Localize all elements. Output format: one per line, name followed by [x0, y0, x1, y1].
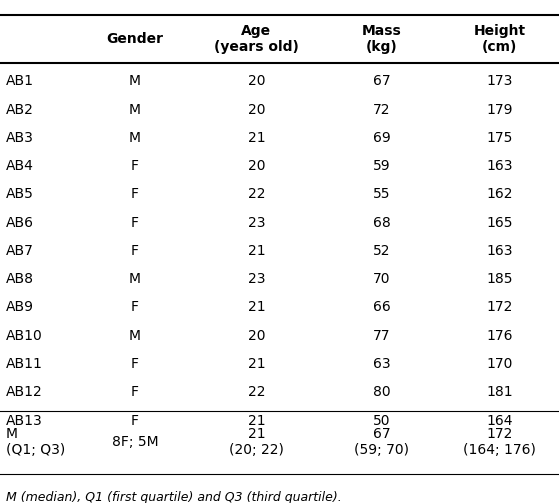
Text: 164: 164	[486, 413, 513, 428]
Text: Mass
(kg): Mass (kg)	[362, 24, 401, 54]
Text: M: M	[129, 272, 141, 286]
Text: 172: 172	[487, 300, 513, 314]
Text: 22: 22	[248, 188, 265, 201]
Text: AB7: AB7	[6, 244, 34, 258]
Text: M: M	[129, 131, 141, 145]
Text: 23: 23	[248, 216, 265, 230]
Text: 20: 20	[248, 329, 265, 343]
Text: M
(Q1; Q3): M (Q1; Q3)	[6, 427, 65, 457]
Text: AB6: AB6	[6, 216, 34, 230]
Text: M (median), Q1 (first quartile) and Q3 (third quartile).: M (median), Q1 (first quartile) and Q3 (…	[6, 491, 342, 503]
Text: AB4: AB4	[6, 159, 34, 173]
Text: M: M	[129, 329, 141, 343]
Text: 67: 67	[373, 74, 390, 89]
Text: 59: 59	[373, 159, 390, 173]
Text: 20: 20	[248, 103, 265, 117]
Text: F: F	[131, 159, 139, 173]
Text: M: M	[129, 103, 141, 117]
Text: 69: 69	[372, 131, 390, 145]
Text: AB1: AB1	[6, 74, 34, 89]
Text: 67
(59; 70): 67 (59; 70)	[354, 427, 409, 457]
Text: AB10: AB10	[6, 329, 42, 343]
Text: F: F	[131, 413, 139, 428]
Text: 163: 163	[486, 244, 513, 258]
Text: 68: 68	[372, 216, 390, 230]
Text: AB9: AB9	[6, 300, 34, 314]
Text: M: M	[129, 74, 141, 89]
Text: 162: 162	[486, 188, 513, 201]
Text: 8F; 5M: 8F; 5M	[111, 435, 158, 449]
Text: Age
(years old): Age (years old)	[214, 24, 299, 54]
Text: 176: 176	[486, 329, 513, 343]
Text: 72: 72	[373, 103, 390, 117]
Text: 181: 181	[486, 385, 513, 399]
Text: 175: 175	[487, 131, 513, 145]
Text: 80: 80	[373, 385, 390, 399]
Text: AB12: AB12	[6, 385, 42, 399]
Text: AB5: AB5	[6, 188, 34, 201]
Text: Height
(cm): Height (cm)	[473, 24, 526, 54]
Text: 70: 70	[373, 272, 390, 286]
Text: 163: 163	[486, 159, 513, 173]
Text: F: F	[131, 188, 139, 201]
Text: AB2: AB2	[6, 103, 34, 117]
Text: 21: 21	[248, 413, 266, 428]
Text: 173: 173	[487, 74, 513, 89]
Text: 66: 66	[372, 300, 390, 314]
Text: AB11: AB11	[6, 357, 42, 371]
Text: F: F	[131, 385, 139, 399]
Text: 21
(20; 22): 21 (20; 22)	[229, 427, 284, 457]
Text: 21: 21	[248, 244, 266, 258]
Text: F: F	[131, 357, 139, 371]
Text: F: F	[131, 300, 139, 314]
Text: 21: 21	[248, 300, 266, 314]
Text: AB3: AB3	[6, 131, 34, 145]
Text: 185: 185	[486, 272, 513, 286]
Text: 63: 63	[373, 357, 390, 371]
Text: 21: 21	[248, 357, 266, 371]
Text: 179: 179	[486, 103, 513, 117]
Text: Gender: Gender	[106, 32, 163, 46]
Text: 52: 52	[373, 244, 390, 258]
Text: 20: 20	[248, 74, 265, 89]
Text: 77: 77	[373, 329, 390, 343]
Text: F: F	[131, 244, 139, 258]
Text: 170: 170	[487, 357, 513, 371]
Text: AB8: AB8	[6, 272, 34, 286]
Text: 20: 20	[248, 159, 265, 173]
Text: 172
(164; 176): 172 (164; 176)	[463, 427, 536, 457]
Text: 22: 22	[248, 385, 265, 399]
Text: AB13: AB13	[6, 413, 42, 428]
Text: 50: 50	[373, 413, 390, 428]
Text: F: F	[131, 216, 139, 230]
Text: 21: 21	[248, 131, 266, 145]
Text: 55: 55	[373, 188, 390, 201]
Text: 23: 23	[248, 272, 265, 286]
Text: 165: 165	[486, 216, 513, 230]
